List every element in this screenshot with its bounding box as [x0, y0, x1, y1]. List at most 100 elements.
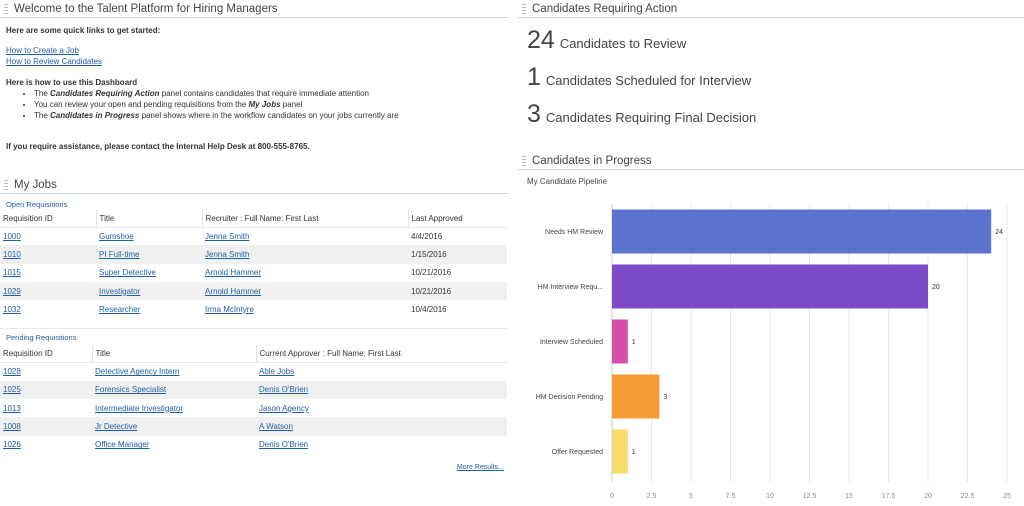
- open-requisitions-title: Open Requisitions: [6, 200, 68, 209]
- bullet-text: panel shows where in the workflow candid…: [139, 111, 399, 120]
- more-results-link[interactable]: More Results...: [456, 463, 504, 471]
- link-create-job[interactable]: How to Create a Job: [6, 46, 79, 55]
- table-cell: A Watson: [256, 417, 507, 436]
- stat-label: Candidates to Review: [559, 36, 687, 51]
- column-header[interactable]: Recruiter : Full Name: First Last: [202, 210, 409, 228]
- table-cell: PI Full-time: [96, 245, 202, 264]
- cell-link[interactable]: Jr Detective: [95, 422, 138, 432]
- open-requisitions-table: Requisition ID Title Recruiter : Full Na…: [0, 210, 507, 318]
- cell-link[interactable]: Investigator: [99, 286, 141, 296]
- chart-bar[interactable]: [612, 429, 628, 474]
- cell-link[interactable]: Jason Agency: [259, 403, 309, 413]
- column-header[interactable]: Current Approver : Full Name: First Last: [256, 345, 507, 363]
- table-cell: Researcher: [96, 300, 202, 318]
- cell-link[interactable]: Jenna Smith: [205, 231, 250, 241]
- cell-link[interactable]: Researcher: [99, 304, 141, 314]
- x-tick-label: 12.5: [803, 493, 817, 500]
- cell-link[interactable]: Intermediate Investigator: [95, 403, 184, 413]
- stat-scheduled-interview[interactable]: 1 Candidates Scheduled for Interview: [527, 63, 1024, 92]
- cell-link[interactable]: Able Jobs: [259, 367, 295, 377]
- cell-link[interactable]: Office Manager: [95, 440, 150, 450]
- cell-link[interactable]: Super Detective: [99, 268, 156, 278]
- table-row[interactable]: 1010 PI Full-time Jenna Smith 1/15/2016: [0, 245, 507, 264]
- table-cell: 10/21/2016: [408, 264, 507, 282]
- chart-bar[interactable]: [612, 319, 628, 364]
- table-row[interactable]: 1032 Researcher Irma McIntyre 10/4/2016: [0, 300, 507, 318]
- drag-handle-icon[interactable]: [4, 3, 8, 14]
- cell-link[interactable]: 1013: [3, 403, 21, 413]
- bullet-text: The: [34, 89, 51, 98]
- table-cell: Irma McIntyre: [202, 300, 408, 318]
- table-header-row: Requisition ID Title Current Approver : …: [0, 345, 507, 363]
- cell-link[interactable]: Irma McIntyre: [205, 304, 254, 314]
- cell-link[interactable]: Forensics Specialist: [95, 385, 167, 395]
- table-cell: Intermediate Investigator: [92, 399, 256, 417]
- table-row[interactable]: 1029 Investigator Arnold Hammer 10/21/2016: [0, 281, 507, 301]
- bar-value-label: 1: [632, 339, 636, 346]
- x-tick-label: 7.5: [726, 493, 736, 500]
- table-row[interactable]: 1025 Forensics Specialist Denis O'Brien: [0, 380, 507, 400]
- pending-requisitions-table: Requisition ID Title Current Approver : …: [0, 345, 507, 453]
- cell-link[interactable]: Denis O'Brien: [259, 385, 309, 395]
- column-header[interactable]: Requisition ID: [0, 345, 93, 363]
- cell-link[interactable]: 1010: [3, 249, 21, 259]
- table-row[interactable]: 1015 Super Detective Arnold Hammer 10/21/20…: [0, 264, 507, 282]
- link-review-candidates[interactable]: How to Review Candidates: [6, 57, 103, 66]
- table-cell: 10/21/2016: [408, 281, 507, 301]
- bullet-emphasis: Candidates in Progress: [50, 111, 140, 120]
- cell-link[interactable]: A Watson: [259, 422, 293, 432]
- table-row[interactable]: 1000 Gumshoe Jenna Smith 4/4/2016: [0, 227, 507, 245]
- cell-link[interactable]: Arnold Hammer: [205, 286, 262, 296]
- y-category-label: Needs HM Review: [545, 229, 604, 236]
- cell-link[interactable]: Gumshoe: [99, 231, 134, 241]
- cell-link[interactable]: 1000: [3, 231, 21, 241]
- cell-link[interactable]: Detective Agency Intern: [95, 367, 180, 377]
- table-cell: 1013: [0, 399, 92, 417]
- bullet-text: panel contains candidates that require i…: [159, 89, 369, 98]
- welcome-panel-title: Welcome to the Talent Platform for Hirin…: [14, 2, 278, 15]
- chart-bar[interactable]: [612, 264, 928, 309]
- table-row[interactable]: 1028 Detective Agency Intern Able Jobs: [0, 362, 507, 380]
- x-tick-label: 10: [766, 493, 774, 500]
- cell-link[interactable]: 1032: [3, 304, 21, 314]
- y-category-label: HM Decision Pending: [536, 394, 603, 401]
- welcome-panel-header[interactable]: Welcome to the Talent Platform for Hirin…: [0, 0, 508, 18]
- stat-final-decision[interactable]: 3 Candidates Requiring Final Decision: [527, 100, 1024, 129]
- table-row[interactable]: 1008 Jr Detective A Watson: [0, 417, 507, 436]
- table-cell: 1015: [0, 264, 96, 282]
- cell-link[interactable]: 1029: [3, 286, 21, 296]
- list-item: You can review your open and pending req…: [34, 99, 508, 110]
- cell-link[interactable]: 1026: [3, 440, 21, 450]
- table-cell: Super Detective: [96, 264, 202, 282]
- chart-bar[interactable]: [612, 209, 992, 254]
- cell-link[interactable]: 1025: [3, 385, 21, 395]
- cell-link[interactable]: 1008: [3, 422, 21, 432]
- column-header[interactable]: Title: [92, 345, 257, 363]
- table-cell: Jason Agency: [256, 399, 507, 417]
- drag-handle-icon[interactable]: [522, 3, 526, 14]
- drag-handle-icon[interactable]: [4, 179, 8, 190]
- cell-link[interactable]: 1015: [3, 268, 21, 278]
- table-cell: 1028: [0, 362, 92, 380]
- drag-handle-icon[interactable]: [522, 155, 526, 166]
- cell-text: 10/21/2016: [411, 286, 452, 296]
- cell-link[interactable]: Jenna Smith: [205, 249, 250, 259]
- cra-panel-header[interactable]: Candidates Requiring Action: [518, 0, 1024, 18]
- table-cell: 4/4/2016: [408, 227, 507, 245]
- cell-link[interactable]: Arnold Hammer: [205, 268, 262, 278]
- x-tick-label: 17.5: [882, 493, 896, 500]
- column-header[interactable]: Requisition ID: [0, 210, 97, 228]
- chart-bar[interactable]: [612, 374, 660, 419]
- my-jobs-panel-header[interactable]: My Jobs: [0, 176, 508, 194]
- cell-link[interactable]: 1028: [3, 367, 21, 377]
- cell-link[interactable]: PI Full-time: [99, 249, 140, 259]
- cip-panel-header[interactable]: Candidates in Progress: [518, 152, 1024, 170]
- cell-link[interactable]: Denis O'Brien: [259, 440, 309, 450]
- x-tick-label: 0: [610, 493, 614, 500]
- stat-to-review[interactable]: 24 Candidates to Review: [527, 26, 1024, 55]
- table-row[interactable]: 1013 Intermediate Investigator Jason Agenc…: [0, 399, 507, 417]
- table-cell: Gumshoe: [96, 227, 202, 245]
- column-header[interactable]: Title: [96, 210, 203, 228]
- table-row[interactable]: 1026 Office Manager Denis O'Brien: [0, 436, 507, 454]
- column-header[interactable]: Last Approved: [408, 210, 507, 228]
